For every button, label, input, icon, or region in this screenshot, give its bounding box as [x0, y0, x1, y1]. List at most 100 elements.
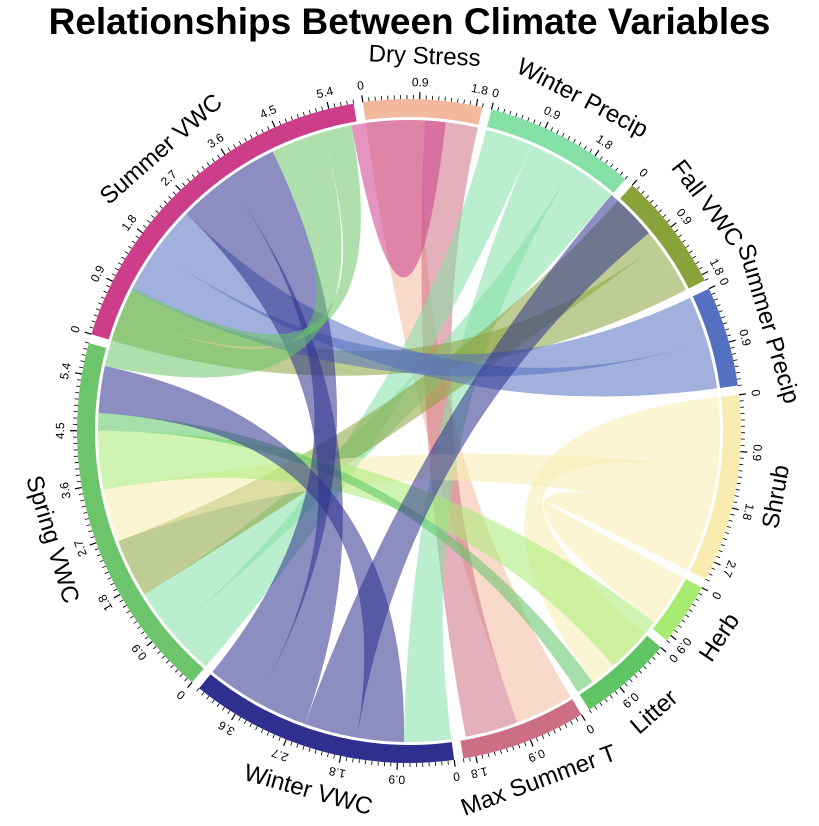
tick-label-spring-vwc: 0.9 [128, 641, 150, 663]
tick-mark-shrub [724, 532, 730, 535]
tick-mark-fall-vwc [692, 255, 697, 259]
tick-mark-max-summer-t [487, 753, 490, 758]
tick-mark-winter-precip [497, 107, 500, 112]
tick-mark-winter-precip [527, 117, 530, 122]
tick-mark-max-summer-t [493, 751, 496, 756]
tick-mark-summer-vwc [182, 182, 186, 187]
tick-mark-herb [692, 603, 696, 607]
tick-mark-summer-vwc [93, 314, 98, 317]
tick-label-winter-vwc: 3.6 [215, 718, 237, 739]
tick-mark-shrub [720, 544, 725, 547]
tick-label-fall-vwc: 1.8 [707, 256, 727, 278]
tick-label-summer-vwc: 4.5 [258, 102, 279, 122]
tick-mark-max-summer-t [524, 742, 527, 747]
tick-label-winter-precip: 0 [491, 85, 501, 100]
tick-mark-summer-vwc [98, 302, 103, 305]
tick-mark-max-summer-t [475, 756, 478, 764]
tick-mark-winter-vwc [338, 755, 342, 763]
tick-mark-dry-stress [475, 98, 479, 107]
link-winter-vwc-to-summer-vwc-16 [186, 178, 343, 725]
tick-mark-summer-vwc [151, 215, 155, 219]
tick-mark-litter [652, 656, 656, 660]
tick-mark-litter [624, 682, 628, 687]
link-herb-to-spring-vwc-12 [98, 430, 655, 666]
tick-mark-summer-vwc [172, 191, 177, 195]
tick-label-shrub: 0 [748, 389, 763, 397]
tick-label-fall-vwc: 0.9 [674, 206, 695, 228]
tick-mark-summer-vwc [284, 118, 287, 123]
sector-arc-fall-vwc [620, 185, 705, 289]
tick-mark-spring-vwc [83, 347, 88, 350]
tick-mark-summer-precip [730, 346, 735, 349]
tick-mark-summer-vwc [84, 331, 92, 335]
tick-mark-spring-vwc [184, 677, 188, 682]
tick-mark-summer-vwc [217, 154, 221, 159]
tick-mark-spring-vwc [84, 518, 89, 520]
sector-arc-winter-vwc [199, 674, 455, 763]
tick-mark-fall-vwc [688, 250, 693, 254]
tick-label-spring-vwc: 0 [174, 687, 188, 702]
tick-mark-summer-vwc [131, 240, 136, 244]
tick-mark-winter-precip [589, 148, 593, 153]
tick-label-spring-vwc: 3.6 [57, 481, 74, 500]
tick-mark-summer-precip [731, 353, 737, 355]
tick-mark-litter [589, 709, 592, 714]
link-winter-vwc-to-summer-vwc-17 [212, 151, 338, 703]
tick-mark-summer-vwc [124, 251, 129, 255]
tick-mark-winter-precip [515, 112, 518, 117]
tick-mark-fall-vwc [695, 261, 700, 265]
tick-mark-summer-precip [735, 371, 740, 374]
tick-mark-litter [643, 665, 647, 670]
tick-label-summer-vwc: 3.6 [205, 130, 227, 151]
tick-label-summer-vwc: 0.9 [88, 263, 108, 284]
tick-mark-winter-precip [509, 110, 512, 115]
sector-arc-spring-vwc [76, 343, 204, 683]
sector-label-winter-vwc: Winter VWC [241, 759, 375, 821]
tick-mark-summer-precip [728, 339, 736, 343]
tick-mark-winter-vwc [453, 759, 456, 767]
tick-mark-summer-vwc [186, 178, 191, 182]
tick-mark-spring-vwc [74, 486, 82, 490]
tick-mark-dry-stress [463, 99, 465, 104]
tick-mark-winter-precip [521, 114, 524, 119]
tick-mark-winter-vwc [308, 747, 311, 752]
tick-mark-litter [634, 674, 638, 678]
tick-mark-summer-vwc [321, 106, 324, 111]
tick-mark-fall-vwc [704, 278, 709, 281]
tick-mark-max-summer-t [564, 723, 568, 728]
tick-mark-herb [685, 614, 690, 618]
tick-mark-summer-vwc [267, 126, 270, 131]
tick-mark-summer-vwc [227, 147, 231, 152]
sectors-layer [76, 98, 741, 763]
tick-mark-summer-vwc [111, 273, 116, 277]
tick-mark-spring-vwc [186, 681, 193, 688]
tick-label-dry-stress: 0 [356, 78, 365, 93]
tick-mark-spring-vwc [79, 366, 84, 369]
tick-mark-summer-precip [708, 285, 716, 290]
tick-mark-max-summer-t [518, 744, 521, 749]
tick-label-dry-stress: 0.9 [412, 75, 429, 90]
tick-mark-fall-vwc [678, 234, 682, 238]
tick-mark-winter-vwc [260, 729, 264, 733]
tick-mark-spring-vwc [84, 341, 89, 344]
tick-mark-max-summer-t [581, 714, 586, 721]
tick-label-summer-vwc: 5.4 [315, 84, 335, 102]
sector-label-shrub: Shrub [757, 463, 795, 531]
tick-mark-max-summer-t [500, 750, 502, 755]
tick-mark-shrub [718, 550, 723, 553]
tick-mark-summer-vwc [91, 320, 96, 323]
tick-mark-spring-vwc [129, 615, 134, 619]
tick-mark-summer-vwc [220, 148, 226, 156]
tick-mark-winter-precip [584, 145, 587, 150]
tick-mark-spring-vwc [76, 480, 81, 483]
tick-mark-litter [614, 691, 618, 695]
tick-mark-max-summer-t [512, 746, 515, 751]
tick-mark-summer-precip [718, 310, 723, 313]
tick-mark-litter [599, 702, 603, 707]
tick-mark-spring-vwc [80, 499, 85, 502]
tick-mark-summer-vwc [206, 162, 210, 166]
tick-mark-spring-vwc [133, 620, 138, 624]
tick-mark-spring-vwc [96, 554, 101, 557]
tick-mark-max-summer-t [506, 748, 509, 753]
sector-arc-litter [579, 635, 661, 710]
